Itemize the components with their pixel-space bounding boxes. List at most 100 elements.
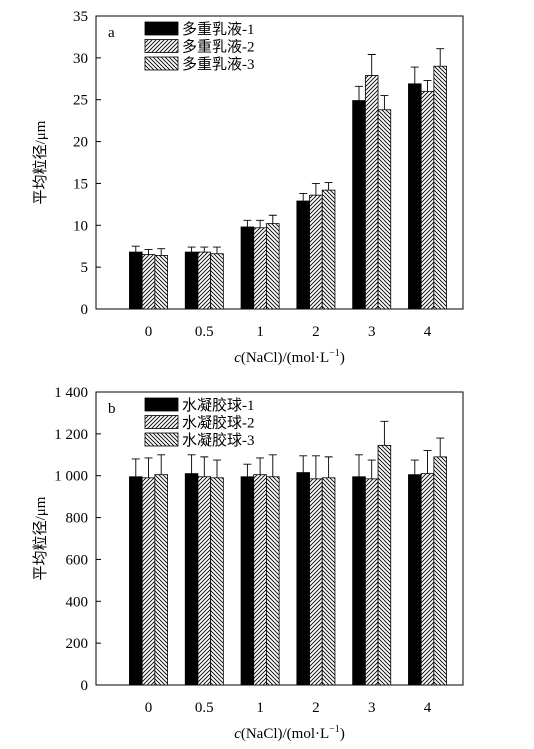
error-bar (200, 246, 209, 253)
y-tick-label: 5 (81, 260, 89, 276)
y-tick-label: 15 (73, 176, 88, 192)
x-tick-label: 0 (145, 700, 153, 716)
error-bar (423, 80, 432, 92)
bar (296, 200, 310, 310)
x-tick-label: 4 (424, 324, 432, 340)
y-tick-label: 0 (81, 302, 89, 318)
error-bar (436, 48, 445, 67)
y-tick-label: 0 (81, 678, 89, 694)
bar (420, 473, 435, 686)
bar (364, 478, 379, 686)
bar (352, 476, 366, 686)
error-bar (213, 459, 221, 478)
error-bar (268, 454, 277, 477)
legend-swatch (144, 397, 179, 412)
y-axis-label: 平均粒径/μm (32, 120, 49, 204)
legend-label: 多重乳液-1 (182, 21, 255, 38)
legend-swatch (144, 432, 179, 447)
bar (129, 251, 143, 310)
error-bar (367, 54, 376, 76)
error-bar (243, 463, 252, 477)
error-bar (299, 193, 308, 202)
x-tick-label: 4 (424, 700, 432, 716)
x-tick-label: 1 (256, 700, 264, 716)
y-tick-label: 10 (73, 218, 88, 234)
y-tick-label: 35 (73, 9, 88, 25)
bar (197, 251, 212, 310)
bar (321, 477, 336, 686)
bar (210, 477, 224, 686)
error-bar (410, 459, 419, 475)
x-tick-label: 2 (312, 324, 320, 340)
chart-panel-a: a 0 5 10 15 20 25 30 35 0 0.5 1 2 3 4 多重乳液-1多重乳液-2多重乳… (32, 9, 464, 366)
x-axis-label: c(NaCl)/(mol·L−1) (234, 348, 345, 366)
error-bar (380, 420, 389, 446)
bar (240, 476, 255, 686)
y-tick-label: 20 (73, 135, 88, 151)
panel-label: a (108, 25, 115, 41)
error-bar (144, 249, 153, 255)
y-tick-label: 400 (66, 594, 89, 610)
error-bar (436, 437, 445, 457)
error-bar (410, 66, 419, 84)
bar (309, 478, 323, 686)
bar (141, 477, 156, 686)
error-bar (131, 245, 140, 253)
y-tick-label: 1 200 (54, 427, 88, 443)
error-bar (355, 454, 363, 477)
error-bar (311, 182, 320, 196)
bar (296, 472, 310, 686)
chart-panel-b: b 0 200 400 600 800 1 000 1 200 1 400 0 0.5 1 2 3 4 水… (32, 385, 464, 742)
bar (309, 194, 323, 310)
x-tick-label: 0.5 (195, 324, 214, 340)
bar (240, 226, 255, 310)
bar (433, 65, 447, 310)
legend-label: 多重乳液-3 (182, 56, 255, 73)
bar (352, 100, 366, 310)
legend-label: 多重乳液-2 (182, 39, 255, 56)
legend-swatch (144, 21, 179, 36)
error-bar (144, 457, 153, 478)
bar (266, 476, 280, 686)
y-tick-label: 25 (73, 93, 88, 109)
y-tick-label: 30 (73, 51, 88, 67)
y-axis-label: 平均粒径/μm (32, 496, 49, 580)
bar (184, 473, 199, 686)
error-bar (311, 455, 320, 479)
error-bar (256, 219, 265, 228)
bar (210, 253, 224, 310)
bar (129, 476, 143, 686)
legend-label: 水凝胶球-3 (182, 432, 255, 449)
bar (253, 474, 267, 686)
bar (377, 444, 392, 686)
x-axis-label: c(NaCl)/(mol·L−1) (234, 724, 345, 742)
x-tick-label: 0 (145, 324, 153, 340)
legend-label: 水凝胶球-1 (182, 397, 255, 414)
x-tick-label: 1 (256, 324, 264, 340)
error-bar (324, 182, 333, 191)
x-tick-label: 0.5 (195, 700, 214, 716)
legend-label: 水凝胶球-2 (182, 415, 255, 432)
bar (154, 255, 168, 310)
bar (408, 474, 422, 686)
x-tick-label: 3 (368, 700, 376, 716)
bar (408, 83, 422, 310)
error-bar (423, 450, 432, 474)
error-bar (299, 455, 308, 473)
bar (420, 90, 435, 310)
error-bar (157, 454, 166, 475)
bar (321, 189, 336, 310)
bar (253, 227, 267, 310)
error-bar (157, 248, 166, 256)
error-bar (268, 214, 277, 224)
y-tick-label: 800 (66, 511, 89, 527)
legend-swatch (144, 56, 179, 71)
error-bar (243, 219, 252, 227)
error-bar (380, 95, 389, 110)
panel-label: b (108, 401, 116, 417)
y-tick-label: 1 400 (54, 385, 88, 401)
error-bar (367, 459, 376, 479)
